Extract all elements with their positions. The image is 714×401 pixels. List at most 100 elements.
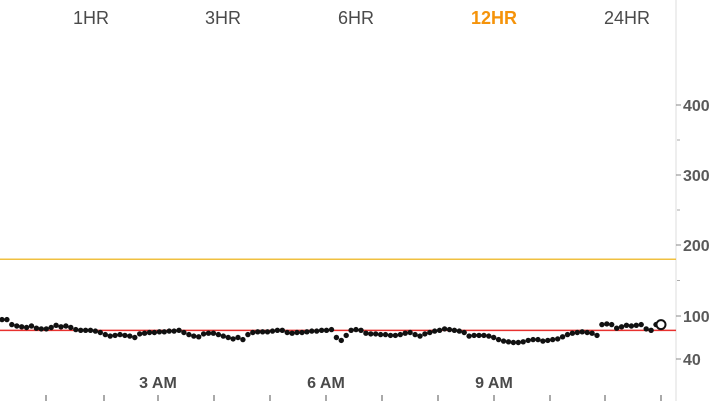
data-point xyxy=(19,324,25,330)
data-point xyxy=(648,327,654,333)
data-point xyxy=(235,334,241,341)
data-point xyxy=(486,333,492,339)
data-point xyxy=(215,331,222,338)
data-point xyxy=(151,329,158,336)
y-tick-label: 40 xyxy=(683,352,701,369)
data-point xyxy=(461,329,467,336)
data-point xyxy=(245,331,251,338)
data-point xyxy=(186,331,192,338)
data-point xyxy=(284,329,290,336)
tab-3hr[interactable]: 3HR xyxy=(204,8,242,28)
data-point xyxy=(33,325,40,331)
data-point xyxy=(559,334,566,340)
y-tick-label: 300 xyxy=(683,168,710,185)
data-point xyxy=(107,333,113,339)
data-point xyxy=(122,332,128,339)
data-point xyxy=(171,328,177,334)
tab-24hr[interactable]: 24HR xyxy=(603,8,651,28)
data-point xyxy=(304,329,310,335)
data-point xyxy=(328,326,335,333)
data-point xyxy=(299,329,305,336)
data-point xyxy=(196,334,202,340)
data-point xyxy=(574,329,580,336)
data-point xyxy=(604,321,610,327)
data-point xyxy=(515,339,521,346)
x-tick-label: 3 AM xyxy=(139,375,177,392)
data-point xyxy=(348,327,354,333)
data-point xyxy=(117,331,123,338)
y-tick-label: 100 xyxy=(683,309,710,326)
data-point xyxy=(264,329,271,335)
data-point xyxy=(338,337,344,344)
data-point xyxy=(545,337,551,344)
data-point xyxy=(623,322,630,328)
data-point xyxy=(333,334,340,341)
data-point xyxy=(638,321,644,328)
data-point xyxy=(417,333,423,339)
data-point xyxy=(78,327,84,333)
data-point xyxy=(535,336,541,343)
data-point xyxy=(451,327,458,333)
data-point xyxy=(137,331,143,337)
data-point xyxy=(377,331,384,338)
data-point xyxy=(569,330,576,336)
data-point xyxy=(353,326,359,333)
data-point xyxy=(166,328,172,334)
y-tick-label: 400 xyxy=(683,98,710,115)
data-point xyxy=(397,331,403,338)
data-point xyxy=(43,326,49,332)
data-point xyxy=(555,336,561,342)
data-point xyxy=(530,336,536,343)
data-point xyxy=(614,325,620,331)
data-point xyxy=(343,332,349,339)
data-point xyxy=(38,326,44,332)
data-point xyxy=(599,321,605,328)
current-reading-marker xyxy=(655,319,667,331)
data-point xyxy=(382,331,389,338)
data-point xyxy=(584,329,590,336)
data-point xyxy=(525,337,531,344)
data-point xyxy=(97,329,104,336)
data-point xyxy=(240,336,246,343)
data-point xyxy=(392,332,399,339)
time-range-tabs: 1HR 3HR 6HR 12HR 24HR xyxy=(0,0,714,40)
data-point xyxy=(294,329,300,336)
tab-12hr[interactable]: 12HR xyxy=(470,8,518,28)
data-point xyxy=(146,329,153,336)
data-point xyxy=(48,324,54,331)
data-point xyxy=(274,327,281,333)
data-point xyxy=(58,324,64,330)
data-point xyxy=(102,331,109,338)
data-point xyxy=(427,329,433,336)
data-point xyxy=(4,316,10,323)
data-point xyxy=(564,331,571,338)
tab-6hr[interactable]: 6HR xyxy=(337,8,375,28)
data-point xyxy=(92,328,99,334)
x-tick-label: 9 AM xyxy=(475,375,513,392)
data-point xyxy=(314,328,320,334)
data-point xyxy=(14,323,20,329)
data-point xyxy=(387,332,394,339)
data-point xyxy=(441,326,448,332)
data-point xyxy=(161,329,167,335)
data-point xyxy=(550,336,556,343)
data-point xyxy=(220,333,226,339)
data-point xyxy=(200,331,207,337)
data-point xyxy=(323,327,330,333)
data-point xyxy=(368,331,374,337)
data-point xyxy=(579,329,585,335)
data-point xyxy=(466,333,472,339)
data-point xyxy=(68,324,74,331)
data-point xyxy=(205,330,212,336)
data-point xyxy=(609,321,615,328)
data-point xyxy=(412,331,418,338)
data-point xyxy=(476,332,482,339)
tab-1hr[interactable]: 1HR xyxy=(72,8,110,28)
data-point xyxy=(505,339,512,345)
data-point xyxy=(28,323,35,329)
data-point xyxy=(633,322,639,328)
data-point xyxy=(132,334,138,341)
data-point xyxy=(628,323,635,329)
data-point xyxy=(289,330,295,336)
